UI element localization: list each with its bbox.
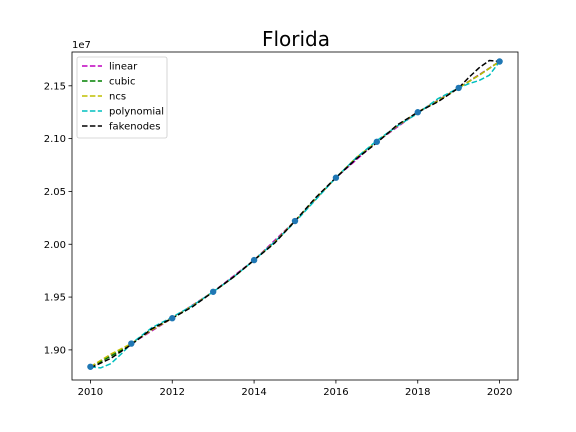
legend-box bbox=[76, 56, 168, 139]
y-tick-label: 1.95 bbox=[44, 293, 66, 304]
legend: linear cubic ncs polynomial fakenodes bbox=[76, 56, 168, 139]
x-tick-label: 2016 bbox=[323, 387, 348, 398]
legend-label-ncs: ncs bbox=[109, 92, 126, 103]
y-tick-label: 2.00 bbox=[44, 240, 66, 251]
data-point bbox=[373, 138, 381, 145]
data-point bbox=[455, 84, 462, 92]
data-point bbox=[209, 288, 217, 295]
data-point bbox=[291, 217, 299, 225]
data-point bbox=[414, 109, 421, 116]
y-tick-label: 2.05 bbox=[44, 187, 66, 198]
series-line-fakenodes bbox=[90, 59, 500, 369]
y-tick-label: 1.90 bbox=[44, 345, 66, 356]
x-tick-label: 2020 bbox=[487, 387, 512, 398]
y-offset-label: 1e7 bbox=[72, 40, 91, 51]
legend-label-polynomial: polynomial bbox=[109, 107, 164, 118]
data-point bbox=[250, 256, 258, 264]
x-tick-label: 2010 bbox=[78, 387, 103, 398]
y-tick-label: 2.10 bbox=[44, 134, 66, 145]
data-point bbox=[87, 363, 94, 370]
data-point bbox=[332, 174, 340, 181]
data-point bbox=[496, 58, 503, 65]
y-tick-label: 2.15 bbox=[44, 81, 66, 92]
axes-frame bbox=[71, 51, 519, 381]
legend-label-linear: linear bbox=[109, 62, 138, 73]
x-tick-label: 2014 bbox=[241, 387, 266, 398]
x-tick-label: 2018 bbox=[405, 387, 430, 398]
x-tick-label: 2012 bbox=[160, 387, 185, 398]
series-group bbox=[87, 58, 503, 370]
chart-title: Florida bbox=[262, 27, 330, 51]
data-point bbox=[169, 315, 176, 322]
plot-area: 2010 2012 2014 2016 2018 2020 1.90 1.95 2.00 2.05… bbox=[44, 51, 519, 398]
data-point bbox=[128, 340, 135, 347]
legend-label-cubic: cubic bbox=[109, 77, 135, 88]
legend-label-fakenodes: fakenodes bbox=[109, 122, 160, 133]
